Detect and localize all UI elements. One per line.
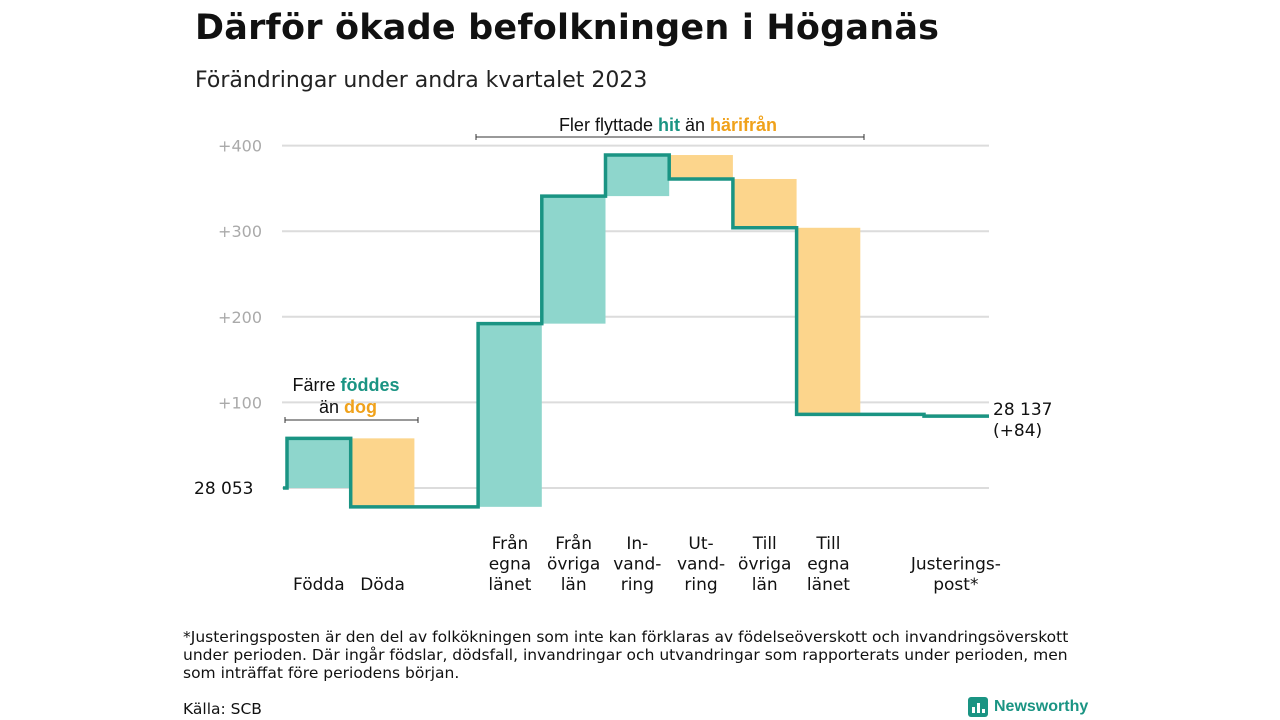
category-label: län	[752, 575, 778, 595]
y-tick-label: +200	[218, 308, 262, 327]
logo-bar-chart-icon	[968, 697, 988, 717]
waterfall-bar	[796, 227, 861, 415]
source-label: Källa: SCB	[183, 700, 262, 718]
category-label: Födda	[293, 575, 345, 595]
annotation-part: än	[319, 397, 344, 417]
waterfall-step-line	[283, 153, 989, 509]
category-label: Till	[815, 534, 840, 554]
waterfall-bar	[287, 438, 351, 488]
category-label: övriga	[738, 555, 791, 575]
category-label: ring	[621, 575, 654, 595]
annotation-part: än	[680, 115, 710, 135]
annotation-part: Färre	[292, 375, 340, 395]
category-label: egna	[807, 555, 849, 575]
annotation-part: dog	[344, 397, 377, 417]
annotation-part: härifrån	[710, 115, 777, 135]
annotation-part: hit	[658, 115, 680, 135]
category-label: vand-	[613, 555, 661, 575]
category-label: Döda	[360, 575, 405, 595]
annotation-births-deaths-line1: Färre föddes	[292, 375, 399, 395]
category-label: Till	[752, 534, 777, 554]
waterfall-bar	[732, 178, 797, 228]
end-value-label: (+84)	[993, 421, 1042, 441]
newsworthy-logo[interactable]: Newsworthy	[968, 697, 1088, 717]
category-label: post*	[933, 575, 978, 595]
waterfall-bar	[478, 323, 542, 507]
bar-layer	[287, 155, 988, 507]
waterfall-bar	[605, 155, 670, 197]
annotation-births-deaths-line2: än dog	[319, 397, 377, 417]
end-value-label: 28 137	[993, 400, 1052, 420]
category-label: Från	[555, 533, 592, 554]
waterfall-bar	[541, 196, 606, 324]
start-value-label: 28 053	[194, 479, 253, 499]
y-tick-label: +400	[218, 137, 262, 156]
category-label: ring	[684, 575, 717, 595]
category-label: vand-	[677, 555, 725, 575]
category-label: Ut-	[688, 534, 713, 554]
waterfall-bar	[350, 438, 415, 507]
category-label: länet	[488, 575, 531, 595]
category-label: övriga	[547, 555, 600, 575]
footnote: *Justeringsposten är den del av folkökni…	[183, 628, 1069, 682]
chart-title: Därför ökade befolkningen i Höganäs	[195, 8, 940, 48]
chart-subtitle: Förändringar under andra kvartalet 2023	[195, 68, 648, 93]
category-label: In-	[626, 534, 648, 554]
annotation-part: Fler flyttade	[559, 115, 658, 135]
grid-layer	[282, 144, 989, 489]
category-label: Från	[492, 533, 529, 554]
category-label: Justerings-	[910, 555, 1001, 575]
waterfall-bar	[669, 155, 733, 179]
logo-text: Newsworthy	[994, 698, 1089, 715]
annotation-migration: Fler flyttade hit än härifrån	[559, 115, 777, 135]
annotation-part: föddes	[341, 375, 400, 395]
line-layer	[283, 153, 989, 509]
y-tick-label: +100	[218, 393, 262, 412]
category-label: länet	[807, 575, 850, 595]
category-label: egna	[489, 555, 531, 575]
category-label: län	[561, 575, 587, 595]
label-layer: +100 +200 +300 +400 28 053 28 137(+84) Födda Dö…	[194, 137, 1052, 595]
y-tick-label: +300	[218, 222, 262, 241]
